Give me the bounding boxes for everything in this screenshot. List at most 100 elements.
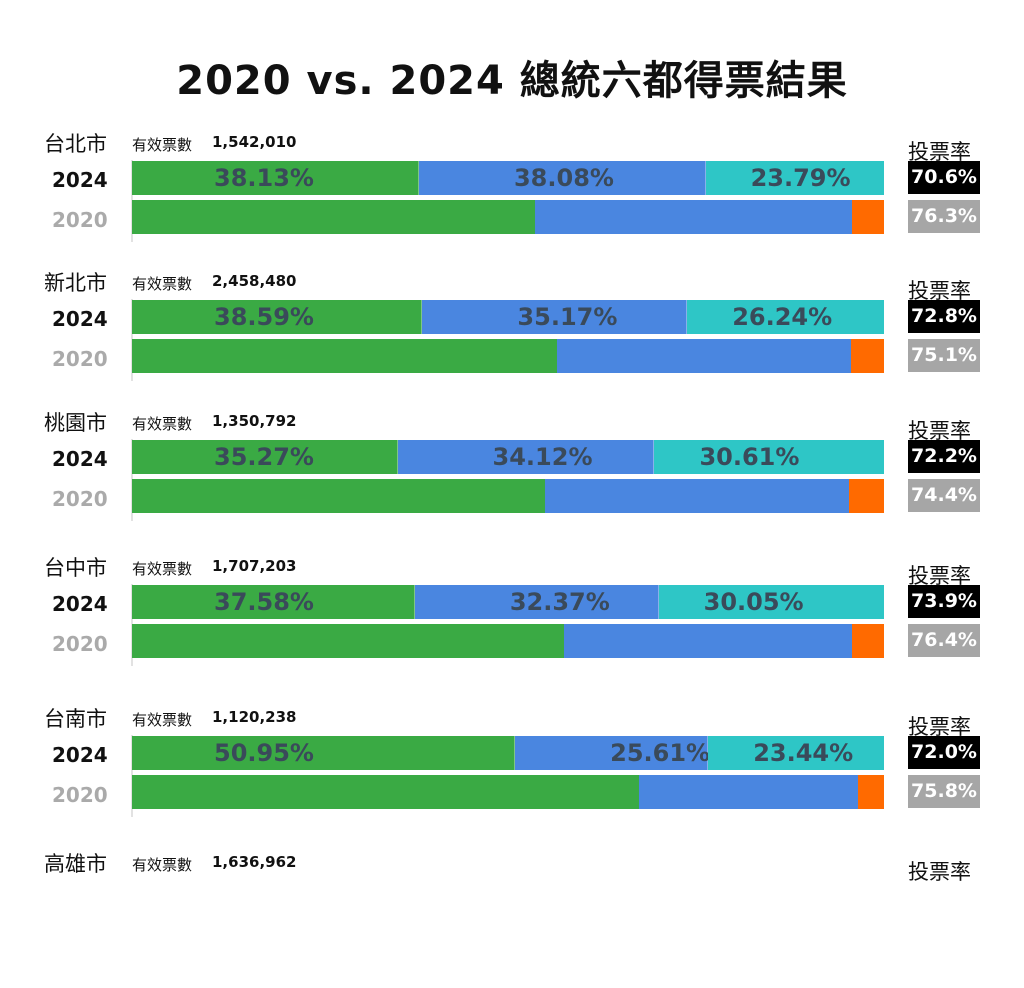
valid-votes-value: 2,458,480 bbox=[212, 272, 297, 290]
turnout-label: 投票率 bbox=[908, 715, 971, 739]
valid-votes-value: 1,636,962 bbox=[212, 853, 297, 871]
year-label-2024: 2024 bbox=[52, 447, 108, 471]
city-block: 台北市 有效票數 1,542,010 投票率 2024 2020 38.13% 38.08% 2… bbox=[44, 128, 1024, 268]
valid-votes-value: 1,707,203 bbox=[212, 557, 297, 575]
city-name: 桃園市 bbox=[44, 411, 107, 435]
bar-segment-2024: 23.44% bbox=[708, 736, 884, 770]
bar-segment-2020 bbox=[545, 479, 849, 513]
turnout-2020-badge: 76.3% bbox=[908, 200, 980, 233]
valid-votes-value: 1,120,238 bbox=[212, 708, 297, 726]
data-label-2024: 23.44% bbox=[753, 739, 854, 767]
city-block: 台中市 有效票數 1,707,203 投票率 2024 2020 37.58% 32.37% 3… bbox=[44, 552, 1024, 692]
bar-2020 bbox=[132, 624, 884, 658]
data-label-2024: 35.27% bbox=[214, 443, 314, 471]
year-label-2020: 2020 bbox=[52, 347, 108, 371]
data-label-2024: 23.79% bbox=[750, 164, 851, 192]
turnout-label: 投票率 bbox=[908, 279, 971, 303]
city-block: 高雄市 有效票數 1,636,962 投票率 bbox=[44, 848, 1024, 988]
bar-segment-2020 bbox=[564, 624, 852, 658]
bar-segment-2020 bbox=[858, 775, 884, 809]
turnout-label: 投票率 bbox=[908, 140, 971, 164]
bar-segment-2024: 35.17% bbox=[422, 300, 688, 334]
bar-segment-2020 bbox=[852, 200, 884, 234]
bar-segment-2020 bbox=[851, 624, 884, 658]
bar-segment-2024: 30.05% bbox=[658, 585, 884, 619]
year-label-2024: 2024 bbox=[52, 592, 108, 616]
year-label-2024: 2024 bbox=[52, 307, 108, 331]
data-label-2024: 35.17% bbox=[517, 303, 618, 331]
bar-segment-2024: 32.37% bbox=[414, 585, 659, 619]
bar-segment-2020 bbox=[850, 339, 884, 373]
bar-2024: 50.95% 25.61% 23.44% bbox=[132, 736, 884, 770]
bar-2024: 38.59% 35.17% 26.24% bbox=[132, 300, 884, 334]
bar-segment-2020 bbox=[535, 200, 853, 234]
bar-2020 bbox=[132, 775, 884, 809]
valid-votes-value: 1,350,792 bbox=[212, 412, 297, 430]
bar-segment-2020 bbox=[132, 624, 565, 658]
bar-segment-2020 bbox=[132, 775, 639, 809]
data-label-2024: 38.13% bbox=[214, 164, 314, 192]
turnout-2024-badge: 73.9% bbox=[908, 585, 980, 618]
turnout-label: 投票率 bbox=[908, 419, 971, 443]
year-label-2020: 2020 bbox=[52, 632, 108, 656]
year-label-2020: 2020 bbox=[52, 208, 108, 232]
city-block: 台南市 有效票數 1,120,238 投票率 2024 2020 50.95% 25.61% 2… bbox=[44, 703, 1024, 843]
bar-segment-2024: 34.12% bbox=[397, 440, 655, 474]
valid-votes-label: 有效票數 bbox=[132, 560, 193, 578]
bar-segment-2024: 35.27% bbox=[132, 440, 398, 474]
city-name: 高雄市 bbox=[44, 852, 107, 876]
bar-segment-2024: 30.61% bbox=[654, 440, 884, 474]
valid-votes-label: 有效票數 bbox=[132, 856, 193, 874]
data-label-2024: 50.95% bbox=[214, 739, 314, 767]
bar-2024: 38.13% 38.08% 23.79% bbox=[132, 161, 885, 195]
year-label-2024: 2024 bbox=[52, 168, 108, 192]
data-label-2024: 30.05% bbox=[703, 588, 804, 616]
year-label-2020: 2020 bbox=[52, 487, 108, 511]
bar-segment-2024: 25.61% bbox=[515, 736, 711, 770]
year-label-2024: 2024 bbox=[52, 743, 108, 767]
valid-votes-label: 有效票數 bbox=[132, 136, 193, 154]
year-label-2020: 2020 bbox=[52, 783, 108, 807]
data-label-2024: 38.59% bbox=[214, 303, 314, 331]
bar-segment-2020 bbox=[132, 339, 558, 373]
valid-votes-value: 1,542,010 bbox=[212, 133, 297, 151]
bar-segment-2020 bbox=[638, 775, 859, 809]
data-label-2024: 26.24% bbox=[732, 303, 833, 331]
bar-segment-2024: 38.08% bbox=[418, 161, 706, 195]
bar-segment-2020 bbox=[132, 479, 546, 513]
bar-2020 bbox=[132, 339, 884, 373]
turnout-2020-badge: 75.8% bbox=[908, 775, 980, 808]
bar-2020 bbox=[132, 479, 884, 513]
bar-segment-2020 bbox=[848, 479, 884, 513]
city-name: 新北市 bbox=[44, 271, 107, 295]
data-label-2024: 25.61% bbox=[610, 739, 711, 767]
data-label-2024: 38.08% bbox=[513, 164, 614, 192]
bar-segment-2024: 50.95% bbox=[132, 736, 516, 770]
data-label-2024: 37.58% bbox=[214, 588, 314, 616]
turnout-2020-badge: 74.4% bbox=[908, 479, 980, 512]
bar-segment-2024: 38.13% bbox=[132, 161, 419, 195]
turnout-2024-badge: 72.0% bbox=[908, 736, 980, 769]
city-name: 台北市 bbox=[44, 132, 107, 156]
turnout-2024-badge: 72.8% bbox=[908, 300, 980, 333]
turnout-2024-badge: 72.2% bbox=[908, 440, 980, 473]
chart-title: 2020 vs. 2024 總統六都得票結果 bbox=[176, 58, 848, 104]
bar-2024: 37.58% 32.37% 30.05% bbox=[132, 585, 884, 619]
turnout-label: 投票率 bbox=[908, 860, 971, 884]
city-name: 台中市 bbox=[44, 556, 107, 580]
valid-votes-label: 有效票數 bbox=[132, 275, 193, 293]
turnout-2024-badge: 70.6% bbox=[908, 161, 980, 194]
bar-segment-2020 bbox=[557, 339, 851, 373]
bar-segment-2020 bbox=[132, 200, 536, 234]
bar-2020 bbox=[132, 200, 884, 234]
city-name: 台南市 bbox=[44, 707, 107, 731]
turnout-2020-badge: 75.1% bbox=[908, 339, 980, 372]
valid-votes-label: 有效票數 bbox=[132, 415, 193, 433]
data-label-2024: 34.12% bbox=[492, 443, 593, 471]
city-block: 新北市 有效票數 2,458,480 投票率 2024 2020 38.59% 35.17% 2… bbox=[44, 267, 1024, 407]
data-label-2024: 32.37% bbox=[509, 588, 610, 616]
bar-2024: 35.27% 34.12% 30.61% bbox=[132, 440, 884, 474]
bar-segment-2024: 37.58% bbox=[132, 585, 415, 619]
data-label-2024: 30.61% bbox=[699, 443, 800, 471]
bar-segment-2024: 23.79% bbox=[705, 161, 885, 195]
